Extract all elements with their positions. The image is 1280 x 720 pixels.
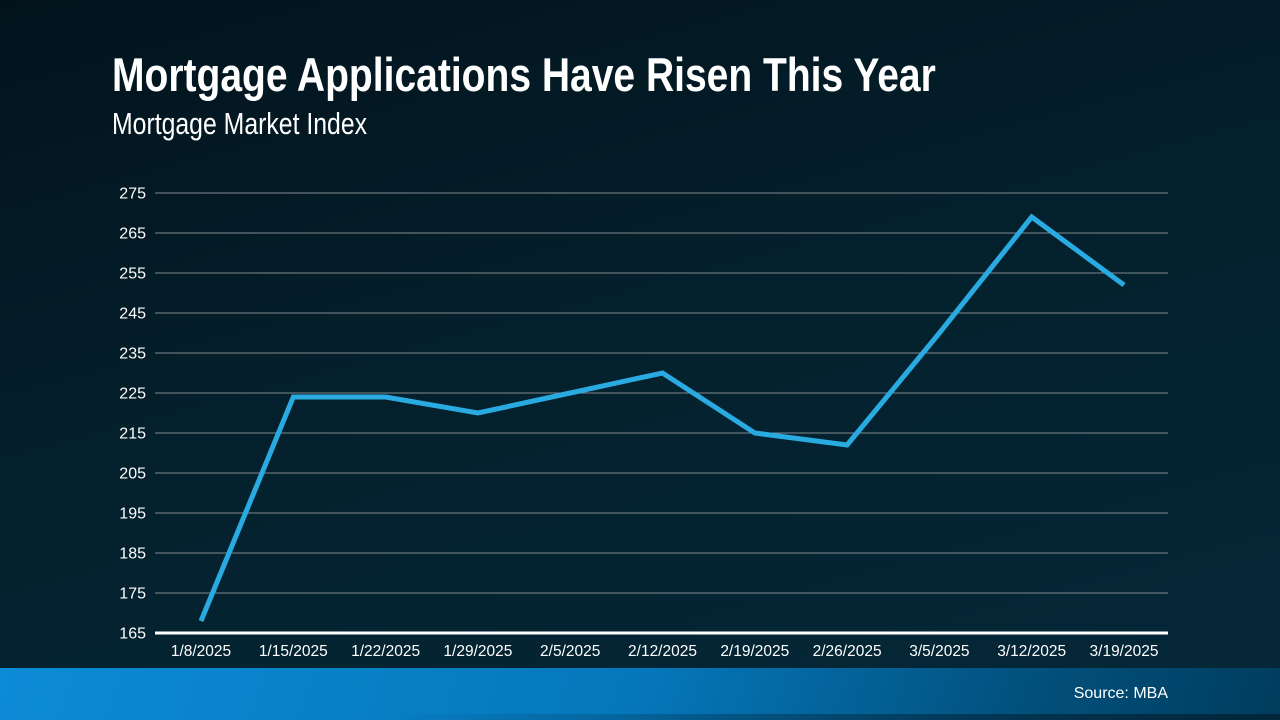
x-axis-tick-label: 1/15/2025 <box>259 643 328 660</box>
y-axis-tick-label: 165 <box>119 626 146 643</box>
x-axis-tick-label: 2/26/2025 <box>813 643 882 660</box>
source-label: Source: MBA <box>1073 685 1168 702</box>
x-axis-tick-label: 1/22/2025 <box>351 643 420 660</box>
x-axis-tick-label: 2/12/2025 <box>628 643 697 660</box>
x-axis-tick-label: 1/8/2025 <box>171 643 231 660</box>
y-axis-tick-label: 245 <box>119 306 146 323</box>
x-axis-tick-label: 1/29/2025 <box>443 643 512 660</box>
y-axis-tick-label: 235 <box>119 346 146 363</box>
y-axis-tick-label: 265 <box>119 226 146 243</box>
y-axis-tick-label: 195 <box>119 506 146 523</box>
x-axis-tick-label: 3/5/2025 <box>909 643 969 660</box>
mortgage-market-index-series-line <box>198 213 1126 622</box>
y-axis-tick-label: 205 <box>119 466 146 483</box>
chart-title: Mortgage Applications Have Risen This Ye… <box>112 48 936 101</box>
x-axis-tick-label: 3/19/2025 <box>1090 643 1159 660</box>
y-axis-tick-label: 215 <box>119 426 146 443</box>
y-axis-tick-label: 275 <box>119 186 146 203</box>
x-axis-tick-label: 3/12/2025 <box>997 643 1066 660</box>
y-axis-tick-label: 225 <box>119 386 146 403</box>
x-axis-tick-label: 2/5/2025 <box>540 643 600 660</box>
footer-bar: Source: MBA <box>0 668 1280 720</box>
y-axis-tick-label: 255 <box>119 266 146 283</box>
x-axis-tick-label: 2/19/2025 <box>720 643 789 660</box>
y-axis-tick-label: 185 <box>119 546 146 563</box>
chart-subtitle: Mortgage Market Index <box>112 106 368 141</box>
y-axis-tick-label: 175 <box>119 586 146 603</box>
